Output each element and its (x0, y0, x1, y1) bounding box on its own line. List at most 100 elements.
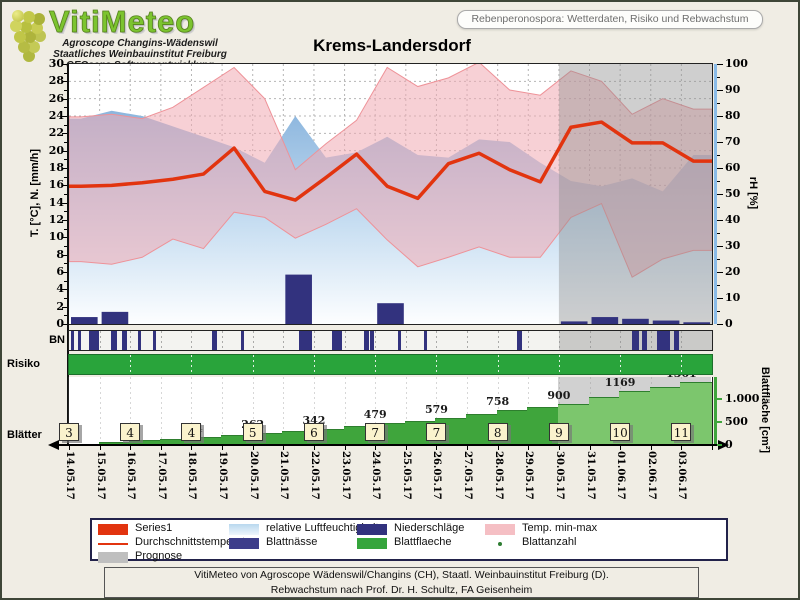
grid-line (130, 331, 132, 350)
right-tick-label: 50 (725, 187, 741, 200)
left-minor-tick (64, 263, 67, 265)
x-tick (558, 446, 560, 450)
grid-line (436, 355, 438, 374)
wetness-bar (370, 331, 375, 350)
left-tick-label: 14 (48, 195, 64, 209)
grid-line (130, 377, 132, 445)
left-tick-label: 10 (48, 230, 64, 244)
left-tick-label: 4 (56, 282, 64, 296)
leaf-tick (717, 421, 722, 423)
left-tick (62, 168, 67, 169)
right-tick (717, 285, 720, 286)
legend-label: Durchschnittstemperatur (135, 536, 255, 548)
left-tick (62, 306, 67, 308)
date-label: 28.05.17 (492, 451, 504, 500)
precip-bar (560, 321, 588, 324)
grid-line (589, 331, 591, 350)
bn-label: BN (49, 334, 65, 346)
x-axis-line (58, 444, 720, 446)
precip-bar (622, 318, 649, 324)
left-tick-label: 26 (48, 91, 64, 105)
wetness-bar (631, 331, 640, 350)
leaf-area-bar (159, 438, 192, 445)
left-minor-tick (64, 176, 67, 178)
grid-line (497, 355, 499, 374)
left-tick (62, 237, 67, 239)
date-label: 18.05.17 (186, 451, 198, 500)
legend-label: Prognose (135, 550, 183, 562)
left-tick (62, 254, 67, 256)
footer-line-1: VitiMeteo von Agroscope Wädenswil/Changi… (194, 569, 609, 581)
wetness-bar (516, 331, 523, 350)
leaf-area-bar (98, 442, 131, 445)
left-minor-tick (64, 72, 67, 74)
risk-bar (68, 354, 713, 375)
date-label: 03.06.17 (676, 451, 688, 500)
right-tick (717, 246, 723, 247)
wetness-bar (656, 331, 671, 350)
right-tick-label: 90 (725, 83, 741, 96)
x-tick (160, 446, 162, 450)
x-tick (130, 446, 132, 450)
left-tick (62, 150, 67, 152)
date-label: 25.05.17 (400, 451, 412, 500)
legend-swatch-rect (229, 538, 259, 549)
legend-label: Blattflaeche (394, 536, 452, 548)
logo-title: VitiMeteo (49, 4, 196, 40)
right-tick-label: 30 (725, 239, 741, 252)
leaf-area-bar (129, 440, 162, 445)
leaf-count-box: 4 (181, 423, 202, 441)
date-label: 14.05.17 (64, 451, 75, 500)
grid-line (191, 377, 193, 445)
date-label: 01.06.17 (615, 451, 627, 500)
leaf-count-box: 3 (59, 423, 79, 441)
leaf-tick-label: 1.000 (725, 392, 760, 405)
wetness-bar (137, 331, 141, 350)
right-tick-label: 100 (725, 57, 748, 70)
grid-line (160, 331, 162, 350)
wetness-bar (363, 331, 370, 350)
leaf-tick (717, 398, 722, 400)
wetness-bar (110, 331, 118, 350)
logo-line-2: Staatliches Weinbauinstitut Freiburg (53, 49, 227, 60)
x-tick (436, 446, 438, 450)
legend-label: Blattnässe (266, 536, 318, 548)
left-minor-tick (64, 211, 67, 213)
grid-line (252, 355, 254, 374)
grid-line (436, 377, 438, 445)
grid-line (620, 331, 622, 350)
grid-line (313, 331, 315, 350)
left-tick-label: 2 (56, 299, 64, 313)
x-tick (405, 446, 407, 450)
right-tick (717, 168, 723, 169)
wetness-bar (398, 331, 402, 350)
right-tick-label: 80 (725, 109, 741, 122)
legend-swatch-rect (357, 538, 387, 549)
legend-label: Blattanzahl (522, 536, 577, 548)
right-tick-label: 60 (725, 161, 741, 174)
grid-line (558, 355, 560, 374)
grid-line (252, 377, 254, 445)
x-tick (589, 446, 591, 450)
leaf-count-box: 10 (610, 423, 631, 441)
date-label: 16.05.17 (125, 451, 137, 500)
legend-swatch-rect (98, 552, 128, 563)
x-tick (620, 446, 622, 450)
leaf-area-bar (190, 437, 223, 445)
right-tick (717, 181, 720, 182)
legend-swatch-gradient (229, 524, 259, 535)
grid-line (620, 355, 622, 374)
leaf-tick (717, 444, 722, 446)
left-tick (62, 324, 67, 325)
right-tick (717, 155, 720, 156)
precip-bar (652, 320, 680, 324)
grid-line (344, 331, 346, 350)
date-label: 29.05.17 (523, 451, 535, 500)
date-label: 24.05.17 (370, 451, 382, 500)
legend-swatch-dot (498, 542, 502, 546)
footer: VitiMeteo von Agroscope Wädenswil/Changi… (104, 567, 699, 598)
leaf-tick-label: 0 (725, 438, 733, 451)
left-tick (62, 116, 67, 117)
left-tick-label: 22 (48, 126, 64, 140)
right-tick-label: 0 (725, 317, 733, 330)
